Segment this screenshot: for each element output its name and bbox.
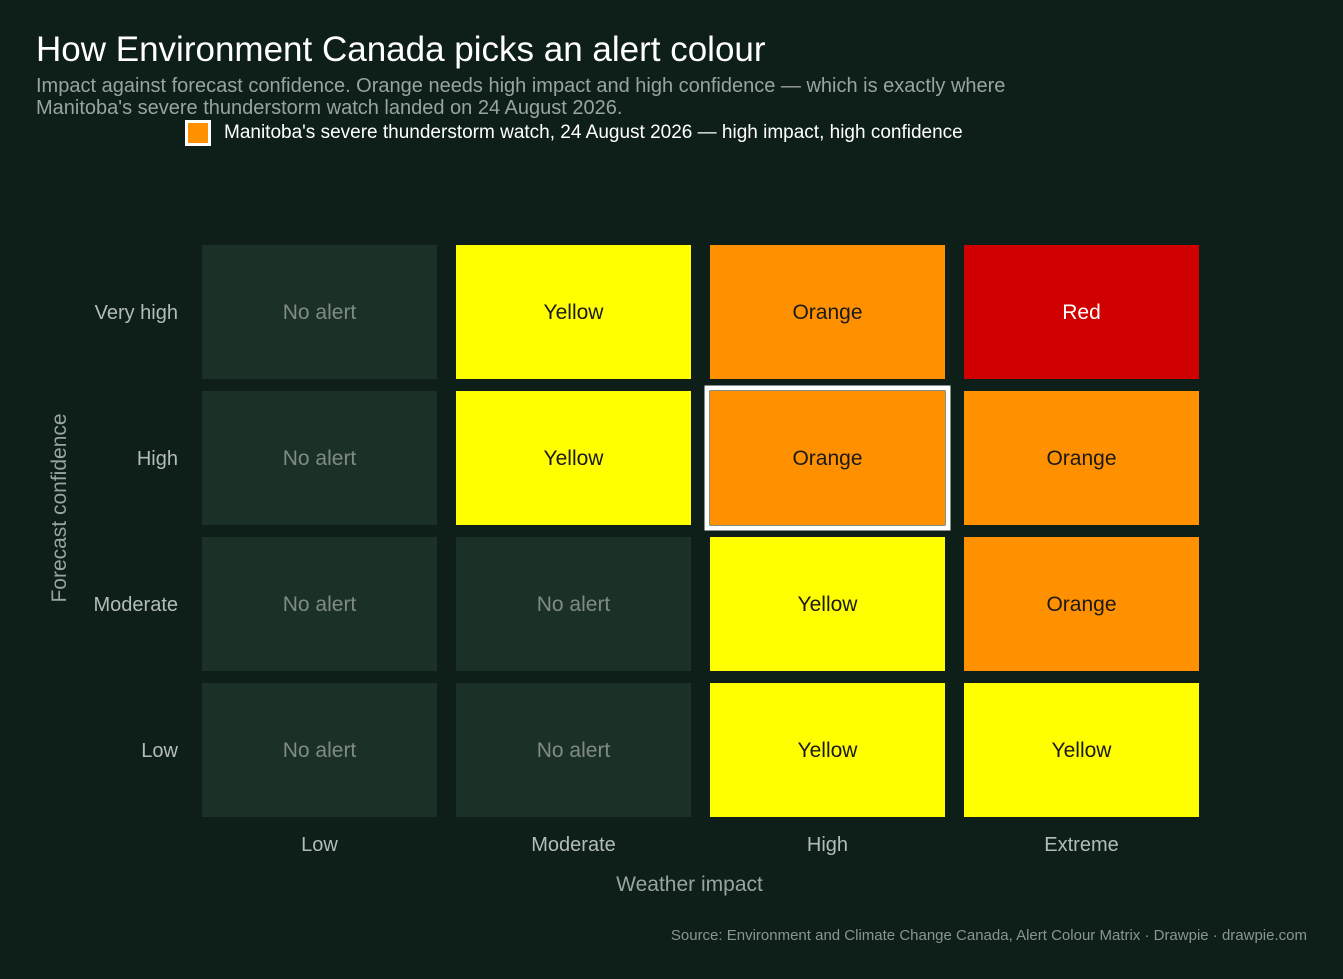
- cell-label: No alert: [283, 301, 357, 324]
- cell-label: Orange: [792, 447, 862, 470]
- cell-high-low: [202, 391, 437, 525]
- y-axis-label: Forecast confidence: [48, 413, 71, 602]
- cell-label: No alert: [283, 739, 357, 762]
- cell-label: Orange: [1046, 447, 1116, 470]
- cell-moderate-extreme: [964, 537, 1199, 671]
- cell-label: Yellow: [1052, 739, 1113, 762]
- cell-label: No alert: [537, 593, 611, 616]
- x-tick-label: Moderate: [531, 834, 616, 856]
- cell-label: Yellow: [544, 447, 605, 470]
- x-tick-label: Low: [301, 834, 338, 856]
- cell-moderate-low: [202, 537, 437, 671]
- chart-title: How Environment Canada picks an alert co…: [36, 30, 766, 69]
- cell-label: No alert: [283, 447, 357, 470]
- cell-label: Orange: [792, 301, 862, 324]
- cell-low-low: [202, 683, 437, 817]
- x-axis-label: Weather impact: [616, 873, 763, 896]
- highlight-border: [704, 385, 951, 531]
- y-tick-label: High: [137, 448, 178, 470]
- cell-label: Red: [1062, 301, 1101, 324]
- cell-very-high-extreme: [964, 245, 1199, 379]
- cell-label: Orange: [1046, 593, 1116, 616]
- legend-swatch: [185, 120, 211, 146]
- cell-label: No alert: [283, 593, 357, 616]
- cell-low-high: [710, 683, 945, 817]
- cell-label: Yellow: [544, 301, 605, 324]
- cell-moderate-moderate: [456, 537, 691, 671]
- y-tick-label: Very high: [95, 302, 178, 324]
- cell-high-extreme: [964, 391, 1199, 525]
- chart-subtitle: Impact against forecast confidence. Oran…: [36, 75, 1006, 119]
- x-tick-label: Extreme: [1044, 834, 1118, 856]
- cell-very-high-high: [710, 245, 945, 379]
- cell-high-moderate: [456, 391, 691, 525]
- legend-label: Manitoba's severe thunderstorm watch, 24…: [224, 122, 963, 143]
- cell-very-high-low: [202, 245, 437, 379]
- cell-moderate-high: [710, 537, 945, 671]
- cell-low-extreme: [964, 683, 1199, 817]
- legend: Manitoba's severe thunderstorm watch, 24…: [185, 120, 963, 146]
- cell-very-high-moderate: [456, 245, 691, 379]
- cell-label: Yellow: [798, 739, 859, 762]
- cell-label: No alert: [537, 739, 611, 762]
- source-note: Source: Environment and Climate Change C…: [670, 927, 1307, 944]
- cell-label: Yellow: [798, 593, 859, 616]
- y-tick-label: Low: [141, 740, 178, 762]
- cell-high-high: [710, 391, 945, 525]
- cell-low-moderate: [456, 683, 691, 817]
- y-tick-label: Moderate: [94, 594, 179, 616]
- x-tick-label: High: [807, 834, 848, 856]
